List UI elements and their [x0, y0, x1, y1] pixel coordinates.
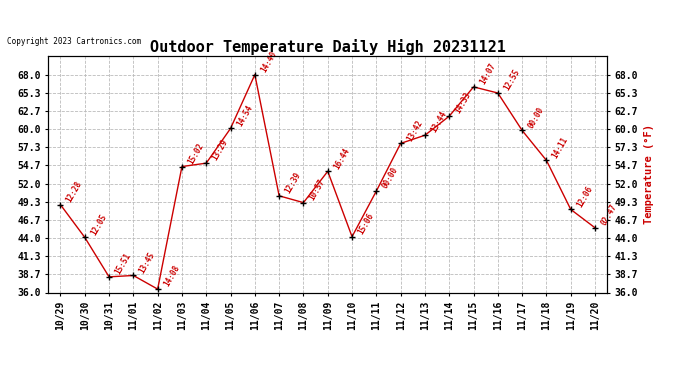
Text: 13:45: 13:45: [137, 250, 157, 275]
Text: 14:54: 14:54: [235, 103, 254, 128]
Text: 14:08: 14:08: [162, 264, 181, 288]
Text: 13:29: 13:29: [210, 138, 230, 162]
Text: 15:51: 15:51: [113, 252, 132, 276]
Title: Outdoor Temperature Daily High 20231121: Outdoor Temperature Daily High 20231121: [150, 39, 506, 55]
Text: 14:40: 14:40: [259, 50, 278, 74]
Text: 12:39: 12:39: [284, 171, 303, 195]
Y-axis label: Temperature (°F): Temperature (°F): [644, 124, 654, 224]
Text: 14:07: 14:07: [477, 62, 497, 86]
Text: Copyright 2023 Cartronics.com: Copyright 2023 Cartronics.com: [7, 38, 141, 46]
Text: 14:33: 14:33: [453, 91, 473, 116]
Text: 12:06: 12:06: [575, 184, 594, 209]
Text: 02:47: 02:47: [599, 202, 618, 227]
Text: 15:06: 15:06: [356, 211, 375, 236]
Text: 10:57: 10:57: [308, 177, 327, 202]
Text: 14:11: 14:11: [551, 135, 570, 160]
Text: 16:44: 16:44: [332, 146, 351, 171]
Text: 12:28: 12:28: [65, 179, 84, 204]
Text: 12:55: 12:55: [502, 68, 522, 92]
Text: 13:44: 13:44: [429, 110, 448, 135]
Text: 12:05: 12:05: [89, 212, 108, 237]
Text: 15:02: 15:02: [186, 141, 206, 166]
Text: 00:00: 00:00: [380, 166, 400, 190]
Text: 13:42: 13:42: [405, 118, 424, 142]
Text: 00:00: 00:00: [526, 105, 546, 130]
